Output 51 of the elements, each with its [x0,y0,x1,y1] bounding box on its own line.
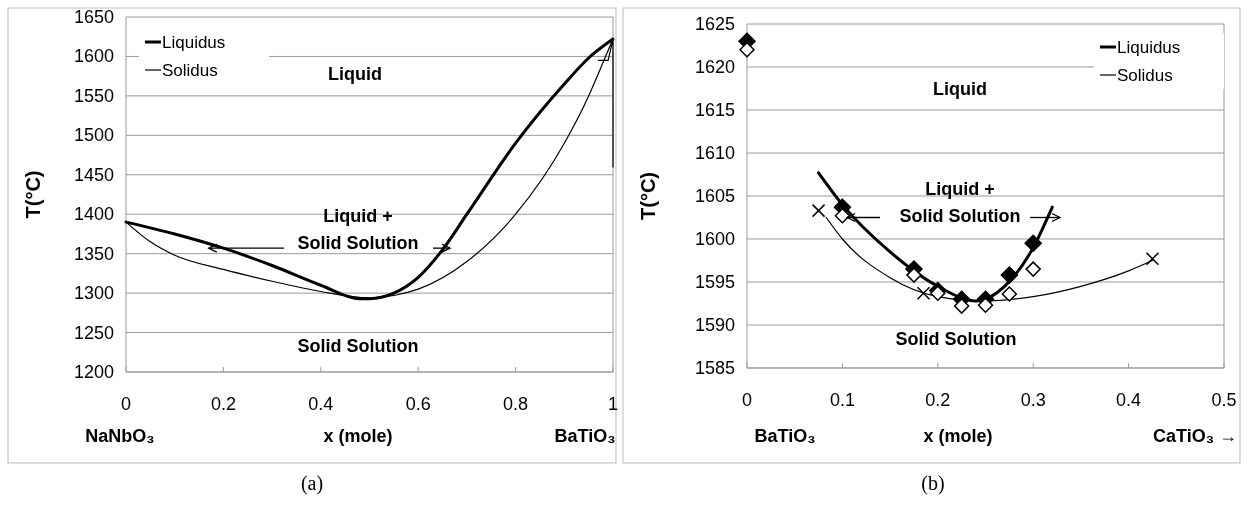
x-tick-label: 0.4 [308,394,334,414]
x-tick-label: 0.2 [210,394,236,414]
x-tick-label: 0 [741,390,753,410]
legend-label: Solidus [1117,66,1173,85]
y-tick-label: 1605 [694,186,735,206]
text: BaTiO₃ [754,426,816,446]
legend-label: Liquidus [1117,38,1181,57]
y-tick-label: 1600 [694,229,735,249]
x-tick-label: 1 [607,394,619,414]
y-tick-label: 1610 [694,143,735,163]
text: BaTiO₃ [554,426,616,446]
x-tick-label: 0.4 [1116,390,1142,410]
y-tick-label: 1590 [694,315,735,335]
x-tick-label: 0.3 [1020,390,1046,410]
annotation: Liquid + Solid Solution [899,179,1021,226]
y-tick-label: 1300 [73,283,114,304]
x-tick-label: 0.8 [503,394,529,414]
x-tick-label: 0.2 [925,390,951,410]
y-tick-label: 1625 [694,14,735,34]
legend-label: Solidus [162,61,218,80]
y-tick-label: 1550 [73,85,114,106]
y-axis-title: T(°C) [637,172,659,220]
y-tick-label: 1200 [73,362,114,382]
annotation: Liquid + Solid Solution [297,206,419,253]
x-axis-title: x (mole) [323,426,393,446]
x-axis-title: x (mole) [923,426,993,446]
text: NaNbO₃ [85,426,155,446]
y-tick-label: 1615 [694,100,735,120]
x-tick-label: 0 [120,394,132,414]
y-tick-label: 1500 [73,125,114,146]
y-axis-title: T(°C) [22,170,44,219]
y-tick-label: 1450 [73,164,114,185]
legend-label: Liquidus [162,33,226,52]
x-tick-label: 0.1 [829,390,855,410]
annotation: Liquid [328,64,382,84]
y-tick-label: 1400 [73,204,114,225]
x-tick-label: 0.5 [1211,390,1237,410]
annotation: Liquid [933,79,987,99]
y-tick-label: 1600 [73,46,114,67]
y-tick-label: 1250 [73,322,114,343]
x-tick-label: 0.6 [405,394,431,414]
annotation: Solid Solution [297,336,419,356]
annotation: Solid Solution [895,329,1017,349]
y-tick-label: 1595 [694,272,735,292]
text: (b) [921,472,945,495]
y-tick-label: 1620 [694,57,735,77]
y-tick-label: 1350 [73,243,114,264]
y-tick-label: 1585 [694,358,735,378]
text: CaTiO₃ → [1152,426,1238,446]
y-tick-label: 1650 [73,7,114,27]
text: (a) [300,472,324,495]
